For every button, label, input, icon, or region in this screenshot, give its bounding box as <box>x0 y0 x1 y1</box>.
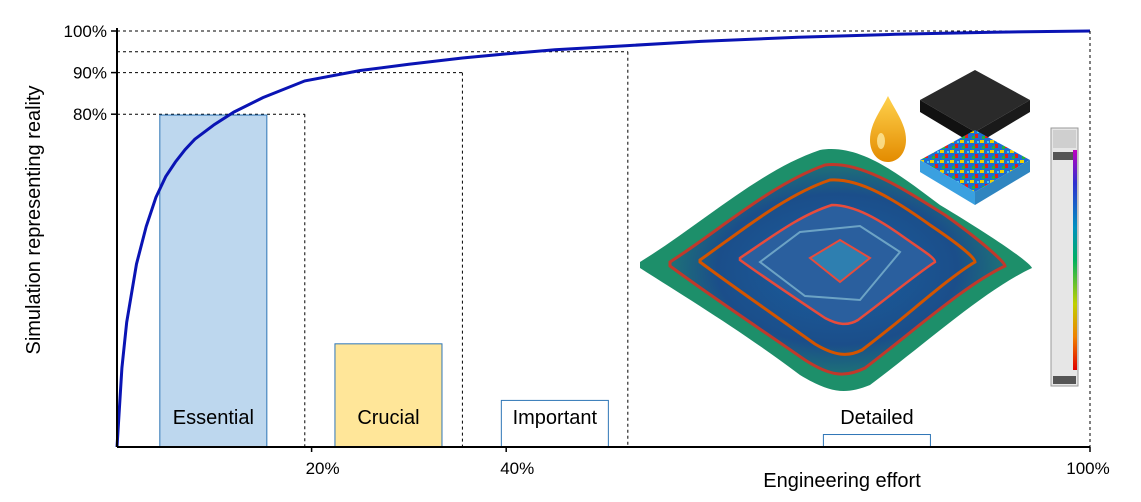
lubricant-drop-icon <box>870 96 906 162</box>
bar-essential <box>159 114 268 448</box>
reference-lines <box>117 30 1090 447</box>
surface-texture-block-icon <box>920 70 1030 205</box>
x-tick-label-20: 20% <box>306 459 340 478</box>
x-ticks: 20% 40% 100% <box>306 447 1110 478</box>
bar-label-detailed: Detailed <box>840 407 913 429</box>
bar-label-important: Important <box>513 407 598 429</box>
series-line <box>115 29 1091 448</box>
x-axis-label: Engineering effort <box>763 470 921 492</box>
x-tick-label-40: 40% <box>500 459 534 478</box>
y-axis-label: Simulation representing reality <box>23 85 45 354</box>
bar-crucial <box>334 343 443 448</box>
category-bars: Essential Crucial Important Detailed <box>159 114 931 448</box>
formed-sheet-metal-simulation-icon <box>640 149 1032 391</box>
bar-label-essential: Essential <box>173 407 254 429</box>
bar-important <box>500 399 609 448</box>
y-tick-label-80: 80% <box>73 105 107 124</box>
bar-label-crucial: Crucial <box>357 407 419 429</box>
colour-scale-bar-icon <box>1050 127 1079 387</box>
y-ticks: 80% 90% 100% <box>64 22 117 124</box>
bar-detailed <box>822 434 931 448</box>
y-tick-label-90: 90% <box>73 64 107 83</box>
y-tick-label-100: 100% <box>64 22 107 41</box>
x-tick-label-100: 100% <box>1066 459 1109 478</box>
